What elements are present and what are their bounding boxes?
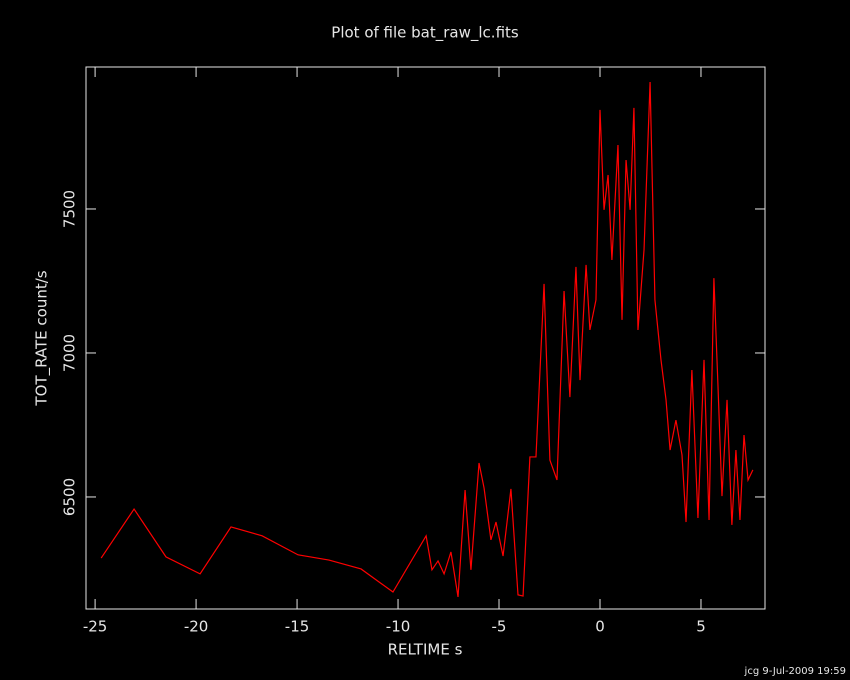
y-tick-label: 7000 (61, 334, 79, 372)
x-tick-label: 5 (696, 618, 706, 636)
y-tick-label: 7500 (61, 190, 79, 228)
x-tick-label: 0 (595, 618, 605, 636)
x-axis-label: RELTIME s (388, 641, 463, 659)
x-tick-label: -25 (83, 618, 108, 636)
y-axis-label: TOT_RATE count/s (33, 270, 52, 406)
x-tick-label: -5 (492, 618, 507, 636)
plot-frame (85, 66, 766, 610)
y-tick-label: 6500 (61, 478, 79, 516)
chart-title: Plot of file bat_raw_lc.fits (331, 24, 519, 43)
x-tick-label: -15 (285, 618, 310, 636)
x-tick-label: -10 (386, 618, 411, 636)
data-line (100, 81, 754, 597)
footer: jcg 9-Jul-2009 19:59 (744, 666, 846, 677)
x-tick-label: -20 (184, 618, 209, 636)
